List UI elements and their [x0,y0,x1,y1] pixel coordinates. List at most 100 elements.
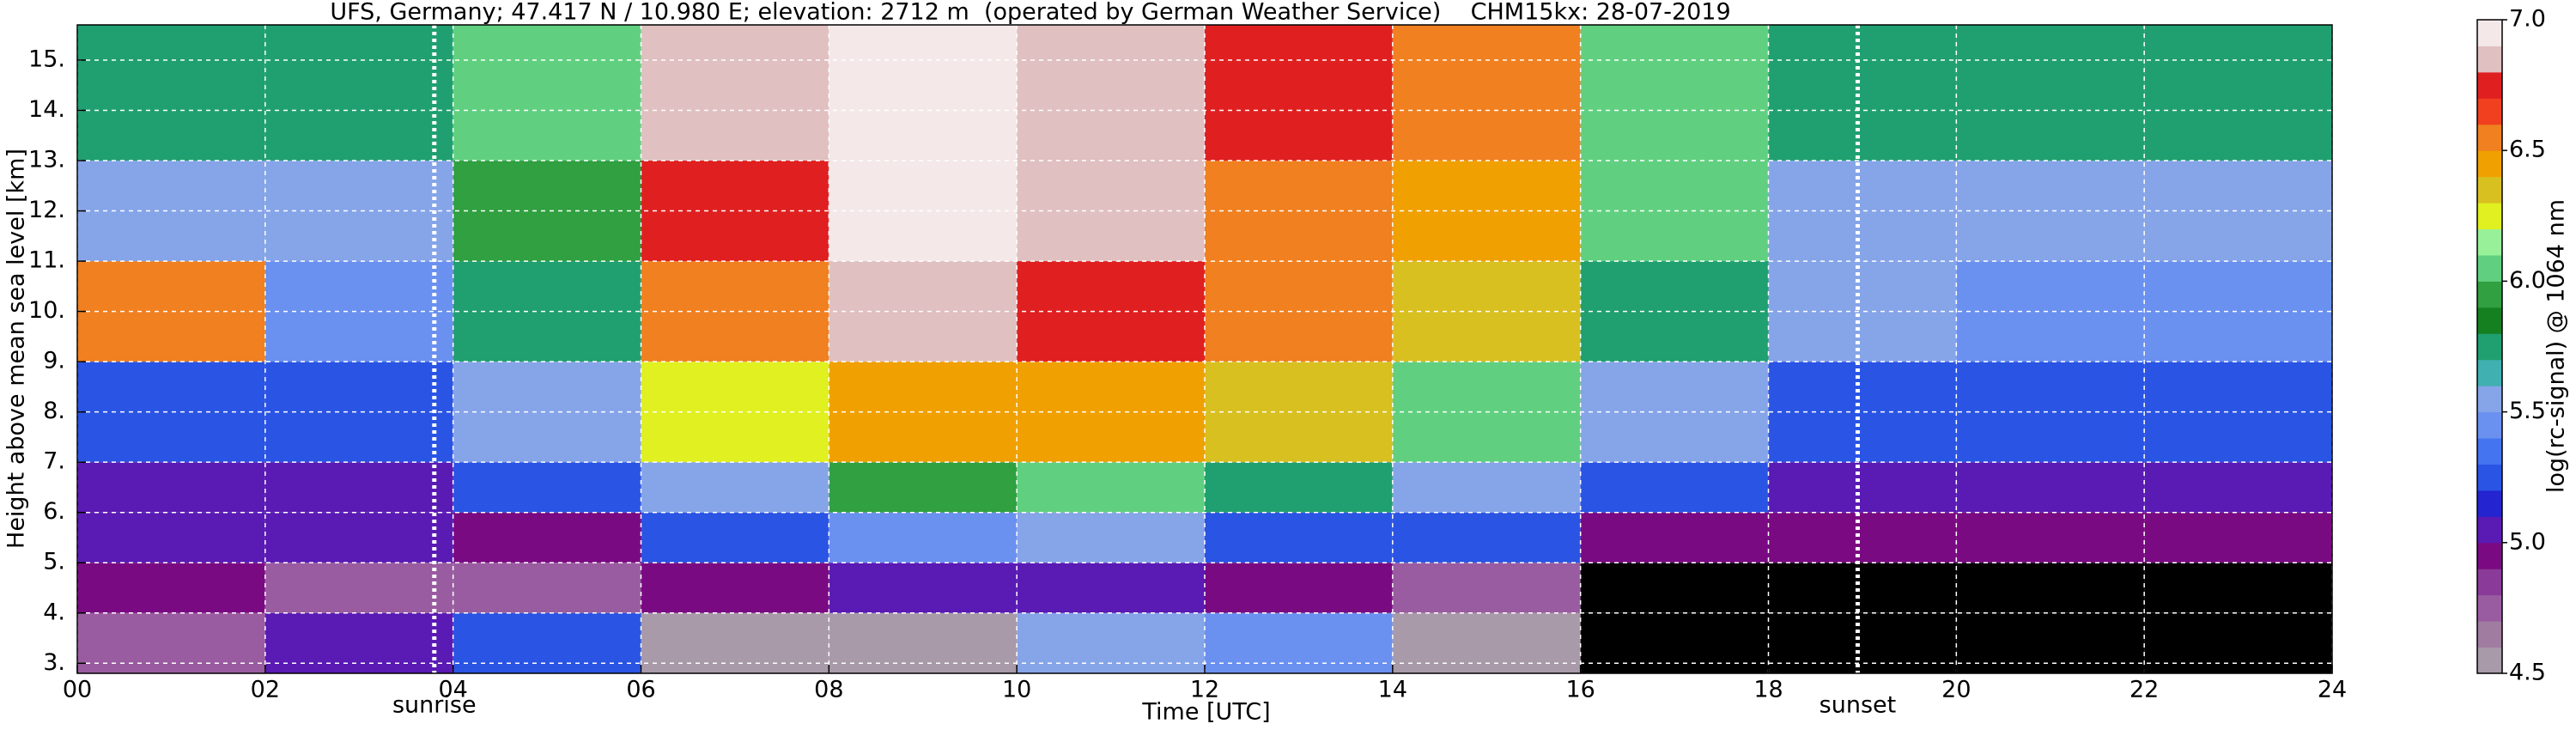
heatmap-cell [1768,25,1957,161]
heatmap-cell [264,25,453,161]
y-tick-label: 14. [28,96,65,123]
heatmap-cell [1956,462,2145,513]
heatmap-cell [1580,612,1769,673]
colorbar-tick-label: 7.0 [2509,6,2546,33]
y-tick-label: 4. [43,599,65,625]
colorbar-segment [2477,98,2502,125]
heatmap-cell [264,612,453,673]
y-tick-label: 3. [43,649,65,676]
heatmap-cell [453,563,641,613]
chart-title: UFS, Germany; 47.417 N / 10.980 E; eleva… [330,0,1730,26]
heatmap-cell [829,25,1018,161]
y-tick-label: 7. [43,448,65,475]
annotation-label: sunset [1820,692,1897,719]
heatmap-cell [1956,612,2145,673]
heatmap-cell [453,612,641,673]
heatmap-cell [1392,25,1581,161]
heatmap-cell [1205,612,1393,673]
colorbar-segment [2477,203,2502,230]
colorbar-segment [2477,516,2502,544]
x-tick-label: 20 [1941,677,1971,703]
colorbar-label: log(rc-signal) @ 1064 nm [2543,199,2570,493]
heatmap-cell [1205,462,1393,513]
heatmap-cell [1017,612,1205,673]
colorbar-tick-label: 5.5 [2509,398,2546,424]
y-tick-label: 5. [43,549,65,575]
heatmap-cell [453,462,641,513]
heatmap-cell [641,563,829,613]
colorbar-segment [2477,46,2502,73]
colorbar-segment [2477,411,2502,439]
heatmap-cell [641,512,829,563]
heatmap-cell [264,462,453,513]
y-axis-label: Height above mean sea level [km] [3,149,30,549]
colorbar-segment [2477,124,2502,151]
colorbar-segment [2477,307,2502,334]
heatmap-cell [2144,563,2332,613]
heatmap-cell [1392,563,1581,613]
heatmap-cell [1956,25,2145,161]
heatmap-cell [829,462,1018,513]
heatmap-cell [829,512,1018,563]
colorbar-segment [2477,281,2502,308]
x-tick-label: 16 [1565,677,1595,703]
heatmap-cell [77,512,265,563]
heatmap-cell [2144,25,2332,161]
colorbar-tick-label: 6.5 [2509,137,2546,163]
colorbar-segment [2477,359,2502,386]
colorbar-segment [2477,569,2502,596]
colorbar-segment [2477,594,2502,622]
y-tick-label: 13. [28,147,65,173]
x-tick-label: 14 [1378,677,1407,703]
heatmap-cell [641,612,829,673]
x-tick-label: 00 [63,677,92,703]
heatmap-cell [829,612,1018,673]
heatmap-cell [1017,462,1205,513]
colorbar-segment [2477,464,2502,491]
heatmap-cell [1392,462,1581,513]
x-tick-label: 08 [814,677,843,703]
colorbar-segment [2477,542,2502,569]
heatmap-cell [1017,25,1205,161]
heatmap-cell [2144,512,2332,563]
heatmap-cell [1580,563,1769,613]
colorbar-segment [2477,333,2502,361]
colorbar-segment [2477,386,2502,413]
colorbar-tick-label: 5.0 [2509,528,2546,555]
heatmap-cell [1017,563,1205,613]
x-tick-label: 06 [626,677,655,703]
heatmap-cell [1205,563,1393,613]
y-tick-label: 6. [43,498,65,525]
heatmap-cell [1392,612,1581,673]
heatmap-cell [641,25,829,161]
heatmap-cell [1017,512,1205,563]
heatmap-cell [1580,462,1769,513]
heatmap-cell [1580,512,1769,563]
heatmap-cell [1768,612,1957,673]
x-tick-label: 12 [1190,677,1219,703]
heatmap-cell [1768,563,1957,613]
heatmap-cell [641,462,829,513]
heatmap-cell [264,512,453,563]
x-tick-label: 24 [2318,677,2347,703]
colorbar-segment [2477,254,2502,282]
x-tick-label: 22 [2129,677,2159,703]
heatmap-cell [829,563,1018,613]
heatmap-cell [2144,462,2332,513]
plot-frame [76,24,2333,674]
heatmap-cell [77,462,265,513]
heatmap-cell [2144,612,2332,673]
annotation-label: sunrise [392,692,477,719]
heatmap-cell [77,612,265,673]
heatmap-cell [453,25,641,161]
heatmap-cell [1580,25,1769,161]
colorbar-segment [2477,228,2502,256]
heatmap-cell [77,25,265,161]
colorbar-segment [2477,647,2502,674]
y-tick-label: 9. [43,348,65,374]
x-tick-label: 04 [438,677,467,703]
heatmap-cell [264,563,453,613]
colorbar-tick-label: 6.0 [2509,267,2546,294]
heatmap-cell [1205,25,1393,161]
